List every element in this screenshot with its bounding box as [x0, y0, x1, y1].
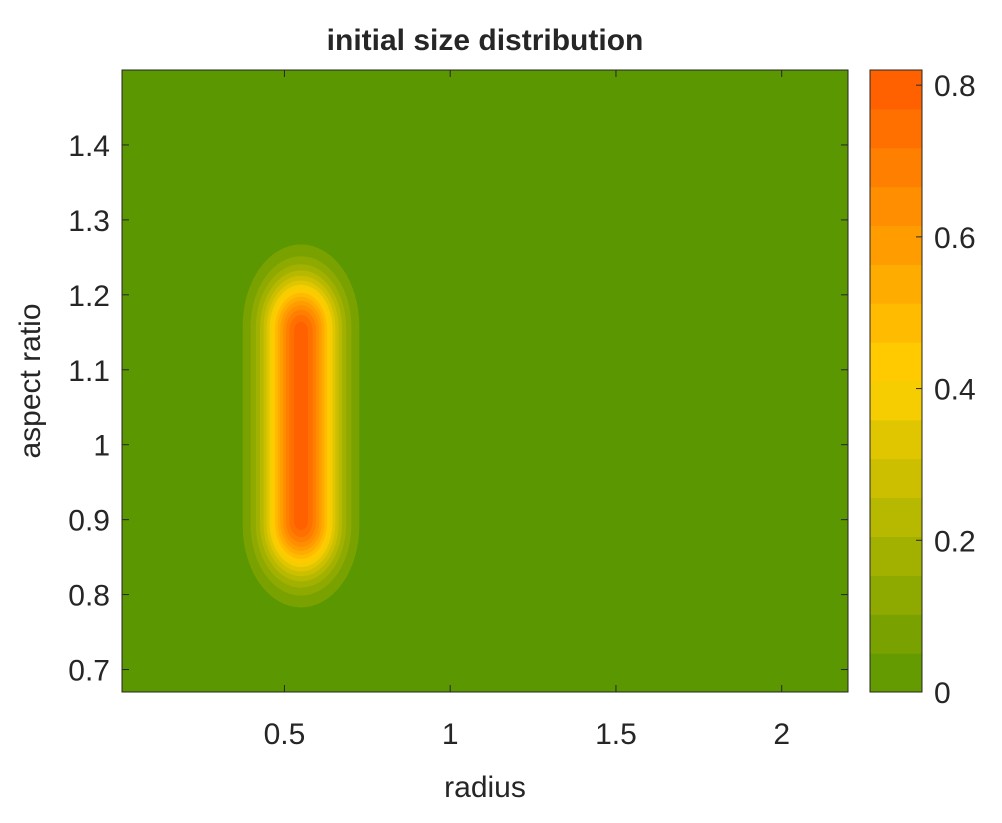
colorbar-band — [870, 458, 922, 499]
y-tick-label: 1.2 — [68, 280, 110, 313]
y-tick-label: 1.4 — [68, 130, 110, 163]
y-tick-label: 1.3 — [68, 205, 110, 238]
plot-background — [122, 70, 848, 692]
colorbar-tick-label: 0.6 — [934, 222, 976, 255]
x-axis-label: radius — [444, 771, 526, 804]
contour-level-15 — [293, 321, 308, 531]
colorbar-frame — [869, 69, 923, 693]
colorbar-band — [870, 70, 922, 110]
plot-contours — [121, 69, 849, 693]
y-tick-label: 1 — [93, 430, 110, 463]
colorbar-tick-label: 0 — [934, 677, 951, 710]
colorbar-tick-label: 0.2 — [934, 525, 976, 558]
colorbar-band — [870, 186, 922, 227]
x-tick-label: 0.5 — [264, 718, 306, 751]
colorbar-band — [870, 497, 922, 538]
colorbar-band — [870, 108, 922, 149]
colorbar-tick-label: 0.8 — [934, 70, 976, 103]
x-axis-ticks: 0.5 1 1.5 2 — [264, 70, 790, 751]
colorbar-band — [870, 147, 922, 188]
colorbar-band — [870, 342, 922, 382]
colorbar-band — [870, 614, 922, 654]
y-axis-ticks: 0.7 0.8 0.9 1 1.1 1.2 1.3 1.4 — [68, 130, 848, 688]
colorbar-band — [870, 381, 922, 421]
y-tick-label: 0.8 — [68, 580, 110, 613]
colorbar-band — [870, 303, 922, 343]
x-tick-label: 2 — [773, 718, 790, 751]
colorbar-tick-label: 0.4 — [934, 374, 976, 407]
colorbar-band — [870, 536, 922, 576]
colorbar — [869, 69, 923, 693]
chart-title: initial size distribution — [327, 24, 644, 57]
x-tick-label: 1.5 — [595, 718, 637, 751]
colorbar-ticks: 0 0.2 0.4 0.6 0.8 — [916, 70, 976, 710]
colorbar-band — [870, 575, 922, 615]
x-tick-label: 1 — [442, 718, 459, 751]
y-tick-label: 0.9 — [68, 505, 110, 538]
colorbar-band — [870, 419, 922, 460]
y-tick-label: 1.1 — [68, 355, 110, 388]
colorbar-band — [870, 653, 922, 693]
y-tick-label: 0.7 — [68, 655, 110, 688]
colorbar-band — [870, 264, 922, 304]
plot-frame — [121, 69, 849, 693]
y-axis-label: aspect ratio — [14, 303, 47, 458]
colorbar-band — [870, 225, 922, 265]
